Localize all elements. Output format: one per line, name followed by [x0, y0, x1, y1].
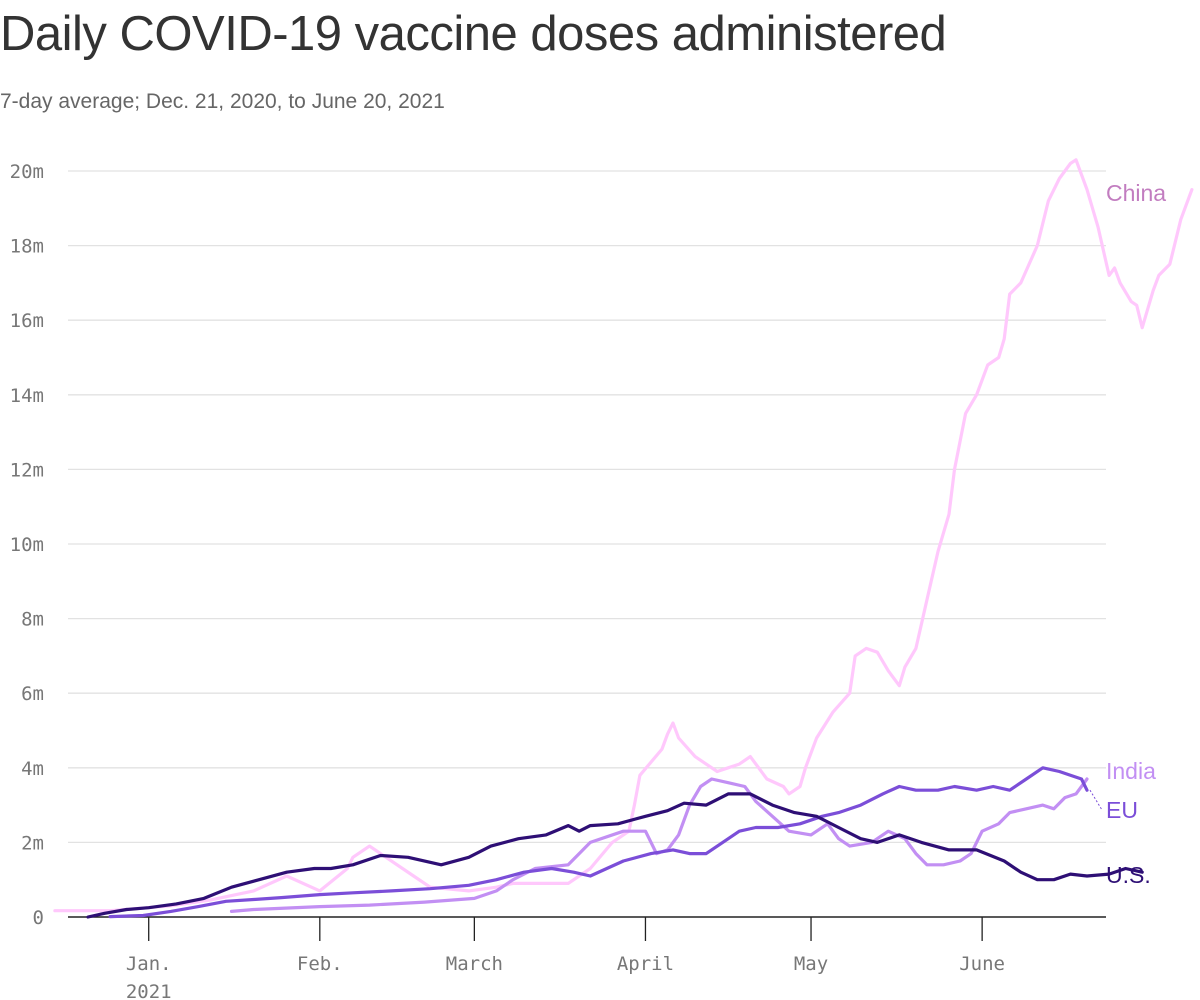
y-axis: 0 2m 4m 6m 8m 10m 12m 14m 16m 18m 20m [10, 161, 44, 929]
y-tick-label: 14m [10, 385, 44, 407]
chart-title: Daily COVID-19 vaccine doses administere… [0, 7, 947, 61]
gridlines [68, 170, 1106, 918]
x-tick-sublabel: 2021 [126, 981, 172, 1000]
y-tick-label: 8m [21, 609, 44, 631]
y-tick-label: 2m [21, 832, 44, 854]
x-tick-label: Jan. [126, 953, 172, 975]
series-label-eu: EU [1106, 797, 1138, 823]
series-line-u-s [86, 792, 1144, 919]
series-line-india [229, 777, 1089, 913]
y-tick-label: 0 [33, 907, 44, 929]
y-tick-label: 16m [10, 310, 44, 332]
leader-line-eu [1089, 789, 1103, 811]
series-lines [53, 158, 1194, 919]
series-label-china: China [1106, 180, 1166, 206]
y-tick-label: 20m [10, 161, 44, 183]
y-tick-label: 10m [10, 534, 44, 556]
series-label-india: India [1106, 758, 1156, 784]
y-tick-label: 12m [10, 459, 44, 481]
x-tick-label: April [617, 953, 674, 975]
y-tick-label: 6m [21, 683, 44, 705]
series-line-china [53, 158, 1194, 913]
y-tick-label: 18m [10, 236, 44, 258]
y-tick-label: 4m [21, 758, 44, 780]
x-axis: Jan. 2021 Feb. March April May June [126, 917, 1005, 1000]
chart-subtitle: 7-day average; Dec. 21, 2020, to June 20… [0, 90, 445, 113]
x-tick-label: Feb. [297, 953, 343, 975]
x-tick-label: March [446, 953, 503, 975]
x-tick-label: May [794, 953, 828, 975]
x-tick-label: June [959, 953, 1005, 975]
series-labels: China India EU U.S. [1089, 180, 1166, 888]
series-line-eu [108, 766, 1089, 919]
series-label-u-s: U.S. [1106, 862, 1151, 888]
